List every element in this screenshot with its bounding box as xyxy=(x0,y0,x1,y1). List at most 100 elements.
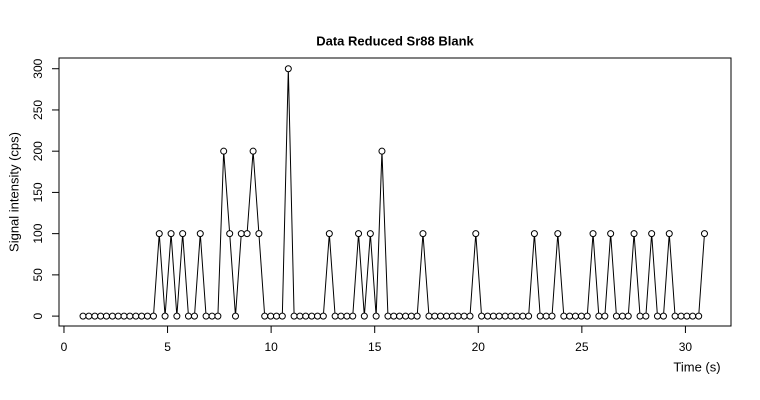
y-tick-label: 0 xyxy=(31,312,45,319)
data-point xyxy=(132,312,140,320)
data-point xyxy=(378,147,386,155)
data-point xyxy=(507,312,515,320)
y-tick-label: 200 xyxy=(31,141,45,161)
data-point xyxy=(296,312,304,320)
data-point xyxy=(495,312,503,320)
data-point xyxy=(484,312,492,320)
data-point xyxy=(402,312,410,320)
data-point xyxy=(571,312,579,320)
x-tick-label: 10 xyxy=(264,340,278,354)
data-point xyxy=(173,312,181,320)
data-point xyxy=(91,312,99,320)
data-point xyxy=(624,312,632,320)
y-tick-label: 250 xyxy=(31,100,45,120)
data-point xyxy=(689,312,697,320)
data-point xyxy=(261,312,269,320)
data-point xyxy=(560,312,568,320)
data-point xyxy=(349,312,357,320)
x-axis-label: Time (s) xyxy=(673,359,720,374)
data-point xyxy=(372,312,380,320)
data-point xyxy=(548,312,556,320)
data-point xyxy=(167,230,175,238)
data-point xyxy=(102,312,110,320)
data-point xyxy=(396,312,404,320)
data-point xyxy=(413,312,421,320)
data-point xyxy=(519,312,527,320)
data-point xyxy=(554,230,562,238)
data-point xyxy=(138,312,146,320)
data-point xyxy=(595,312,603,320)
data-point xyxy=(501,312,509,320)
data-point xyxy=(612,312,620,320)
data-point xyxy=(677,312,685,320)
data-point xyxy=(366,230,374,238)
data-point xyxy=(319,312,327,320)
x-tick-label: 30 xyxy=(679,340,693,354)
data-point xyxy=(577,312,585,320)
data-point xyxy=(642,312,650,320)
data-point xyxy=(243,230,251,238)
data-point xyxy=(566,312,574,320)
y-tick-label: 50 xyxy=(31,268,45,282)
data-point xyxy=(536,312,544,320)
data-point xyxy=(460,312,468,320)
data-point xyxy=(278,312,286,320)
data-point xyxy=(273,312,281,320)
data-point xyxy=(214,312,222,320)
data-point xyxy=(407,312,415,320)
data-point xyxy=(184,312,192,320)
data-point xyxy=(302,312,310,320)
data-point xyxy=(425,312,433,320)
data-point xyxy=(648,230,656,238)
data-point xyxy=(513,312,521,320)
data-point xyxy=(196,230,204,238)
data-point xyxy=(437,312,445,320)
data-point xyxy=(120,312,128,320)
data-point xyxy=(108,312,116,320)
data-point xyxy=(85,312,93,320)
data-point xyxy=(618,312,626,320)
data-point xyxy=(390,312,398,320)
data-point xyxy=(489,312,497,320)
data-point xyxy=(161,312,169,320)
data-point xyxy=(79,312,87,320)
data-point xyxy=(355,230,363,238)
data-point xyxy=(695,312,703,320)
chart-title: Data Reduced Sr88 Blank xyxy=(316,33,474,48)
data-point xyxy=(700,230,708,238)
data-point xyxy=(454,312,462,320)
data-point xyxy=(143,312,151,320)
data-point xyxy=(97,312,105,320)
data-point xyxy=(665,230,673,238)
data-point xyxy=(149,312,157,320)
data-point xyxy=(343,312,351,320)
data-point xyxy=(466,312,474,320)
y-tick-label: 100 xyxy=(31,223,45,243)
data-point xyxy=(419,230,427,238)
data-point xyxy=(530,230,538,238)
data-point xyxy=(607,230,615,238)
data-point xyxy=(331,312,339,320)
data-point xyxy=(267,312,275,320)
data-point xyxy=(220,147,228,155)
data-point xyxy=(155,230,163,238)
data-point xyxy=(472,230,480,238)
data-point xyxy=(114,312,122,320)
data-point xyxy=(314,312,322,320)
data-point xyxy=(290,312,298,320)
x-tick-label: 20 xyxy=(472,340,486,354)
data-point xyxy=(179,230,187,238)
data-point xyxy=(653,312,661,320)
data-point xyxy=(126,312,134,320)
x-tick-label: 15 xyxy=(368,340,382,354)
data-point xyxy=(542,312,550,320)
y-tick-label: 150 xyxy=(31,182,45,202)
data-point xyxy=(683,312,691,320)
data-point xyxy=(202,312,210,320)
y-tick-label: 300 xyxy=(31,58,45,78)
data-point xyxy=(431,312,439,320)
x-tick-label: 0 xyxy=(61,340,68,354)
data-point xyxy=(308,312,316,320)
x-tick-label: 5 xyxy=(164,340,171,354)
